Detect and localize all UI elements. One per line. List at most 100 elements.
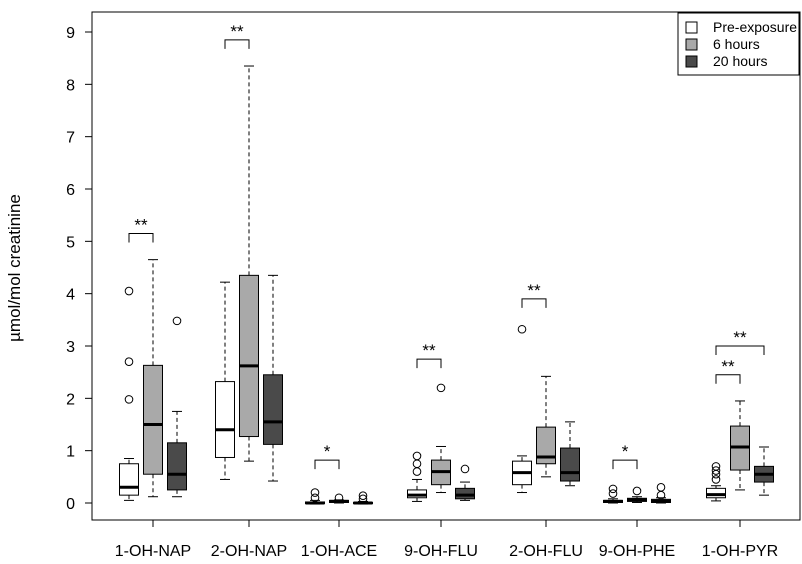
box-pre-exposure-1-oh-nap (119, 286, 139, 501)
bracket-line (314, 459, 340, 470)
significance-bracket: ** (128, 215, 154, 243)
y-tick-label: 6 (66, 182, 75, 199)
x-axis: 1-OH-NAP 2-OH-NAP 1-OH-ACE 9-OH-FLU 2-OH-FLU… (115, 519, 778, 560)
legend-swatch (685, 55, 698, 68)
box-iqr (455, 487, 475, 500)
significance-label: ** (733, 328, 747, 347)
box-6-hours-1-oh-nap (143, 259, 163, 498)
box-iqr (143, 364, 163, 475)
legend-swatch (685, 21, 698, 34)
y-tick-label: 2 (66, 391, 75, 408)
legend-box (677, 12, 800, 76)
outlier-point (412, 451, 422, 461)
outlier-point (517, 324, 527, 334)
outlier-point (412, 459, 422, 469)
significance-brackets: ************** (128, 22, 765, 470)
box-iqr (167, 442, 187, 491)
legend-swatch (685, 38, 698, 51)
x-tick-label: 9-OH-FLU (404, 543, 478, 560)
significance-label: * (324, 442, 331, 461)
x-tick-label: 2-OH-FLU (509, 543, 583, 560)
y-tick-label: 1 (66, 444, 75, 461)
box-iqr (239, 274, 259, 438)
box-20-hours-9-oh-phe (651, 483, 671, 504)
bracket-line (224, 39, 250, 49)
box-6-hours-2-oh-flu (536, 375, 556, 478)
outlier-point (358, 491, 368, 500)
outlier-point (711, 466, 721, 475)
plot-frame (91, 11, 801, 521)
box-20-hours-9-oh-flu (455, 464, 475, 501)
y-axis-title: µmol/mol creatinine (5, 194, 24, 342)
box-iqr (536, 426, 556, 465)
outlier-point (608, 489, 618, 498)
x-tick-label: 1-OH-PYR (702, 543, 778, 560)
outlier-point (436, 383, 446, 393)
bracket-line (416, 358, 442, 369)
x-tick-label: 1-OH-ACE (301, 543, 377, 560)
x-tick-label: 2-OH-NAP (211, 543, 287, 560)
legend-label: Pre-exposure (713, 19, 797, 35)
significance-bracket: ** (521, 281, 547, 308)
significance-label: ** (527, 281, 541, 300)
outlier-point (124, 357, 134, 367)
outlier-point (310, 493, 320, 503)
box-6-hours-2-oh-nap (239, 65, 259, 462)
y-tick-label: 5 (66, 234, 75, 251)
box-6-hours-1-oh-pyr (730, 400, 750, 491)
box-20-hours-1-oh-pyr (754, 446, 774, 496)
box-pre-exposure-2-oh-flu (512, 324, 532, 494)
outlier-point (124, 395, 134, 404)
box-pre-exposure-1-oh-ace (305, 488, 325, 505)
bracket-line (128, 232, 154, 243)
box-20-hours-2-oh-nap (263, 274, 283, 482)
box-pre-exposure-9-oh-flu (407, 451, 427, 502)
y-tick-label: 7 (66, 130, 75, 147)
significance-label: ** (230, 22, 244, 41)
box-20-hours-1-oh-ace (353, 491, 373, 505)
significance-bracket: ** (416, 341, 442, 369)
bracket-line (612, 459, 638, 470)
outlier-point (656, 483, 666, 492)
bracket-line (715, 374, 741, 384)
outlier-point (608, 484, 618, 494)
y-tick-label: 0 (66, 496, 75, 513)
significance-bracket: * (612, 442, 638, 470)
outlier-point (412, 467, 422, 476)
outlier-point (460, 464, 470, 474)
outlier-point (632, 486, 642, 496)
x-tick-label: 9-OH-PHE (599, 543, 675, 560)
box-series (119, 65, 774, 505)
box-iqr (215, 381, 235, 458)
bracket-line (715, 345, 765, 355)
bracket-line (521, 298, 547, 308)
outlier-point (358, 494, 368, 504)
significance-bracket: * (314, 442, 340, 470)
box-20-hours-2-oh-flu (560, 421, 580, 487)
outlier-point (124, 286, 134, 296)
box-iqr (263, 374, 283, 445)
box-6-hours-9-oh-phe (627, 486, 647, 503)
outlier-point (711, 475, 721, 484)
box-20-hours-1-oh-nap (167, 316, 187, 498)
significance-bracket: ** (715, 357, 741, 384)
y-tick-label: 8 (66, 77, 75, 94)
box-iqr (706, 487, 726, 499)
y-axis: 0 1 2 3 4 5 6 7 8 9 (66, 25, 93, 513)
outlier-point (334, 493, 344, 503)
significance-label: * (622, 442, 629, 461)
legend-label: 6 hours (713, 36, 760, 52)
x-tick-label: 1-OH-NAP (115, 543, 191, 560)
significance-label: ** (134, 215, 148, 234)
box-pre-exposure-9-oh-phe (603, 484, 623, 504)
significance-label: ** (422, 341, 436, 360)
box-iqr (119, 463, 139, 496)
significance-bracket: ** (224, 22, 250, 49)
outlier-point (310, 488, 320, 497)
box-pre-exposure-1-oh-pyr (706, 462, 726, 502)
box-6-hours-9-oh-flu (431, 383, 451, 494)
significance-label: ** (721, 357, 735, 376)
box-pre-exposure-2-oh-nap (215, 281, 235, 480)
